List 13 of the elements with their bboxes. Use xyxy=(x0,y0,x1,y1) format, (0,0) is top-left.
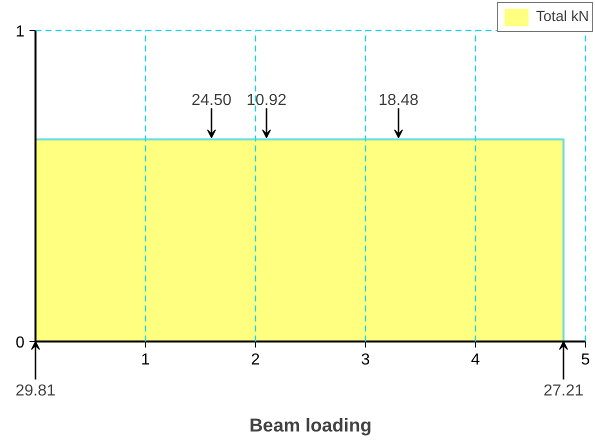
legend-label: Total kN xyxy=(536,9,589,25)
annotation: 24.50 xyxy=(191,92,232,110)
annotation: 18.48 xyxy=(378,92,419,110)
text: Beam loading xyxy=(249,414,372,436)
annotation: 10.92 xyxy=(246,92,287,110)
annotation: 27.21 xyxy=(543,382,584,400)
x-tick-label: 2 xyxy=(251,352,260,368)
x-tick-label: 1 xyxy=(141,352,150,368)
x-tick-label: 4 xyxy=(471,352,480,368)
y-tick-label: 0 xyxy=(16,334,25,352)
annotation: 29.81 xyxy=(15,382,56,400)
x-tick-label: 3 xyxy=(361,352,370,368)
x-tick-label: 5 xyxy=(581,352,590,368)
